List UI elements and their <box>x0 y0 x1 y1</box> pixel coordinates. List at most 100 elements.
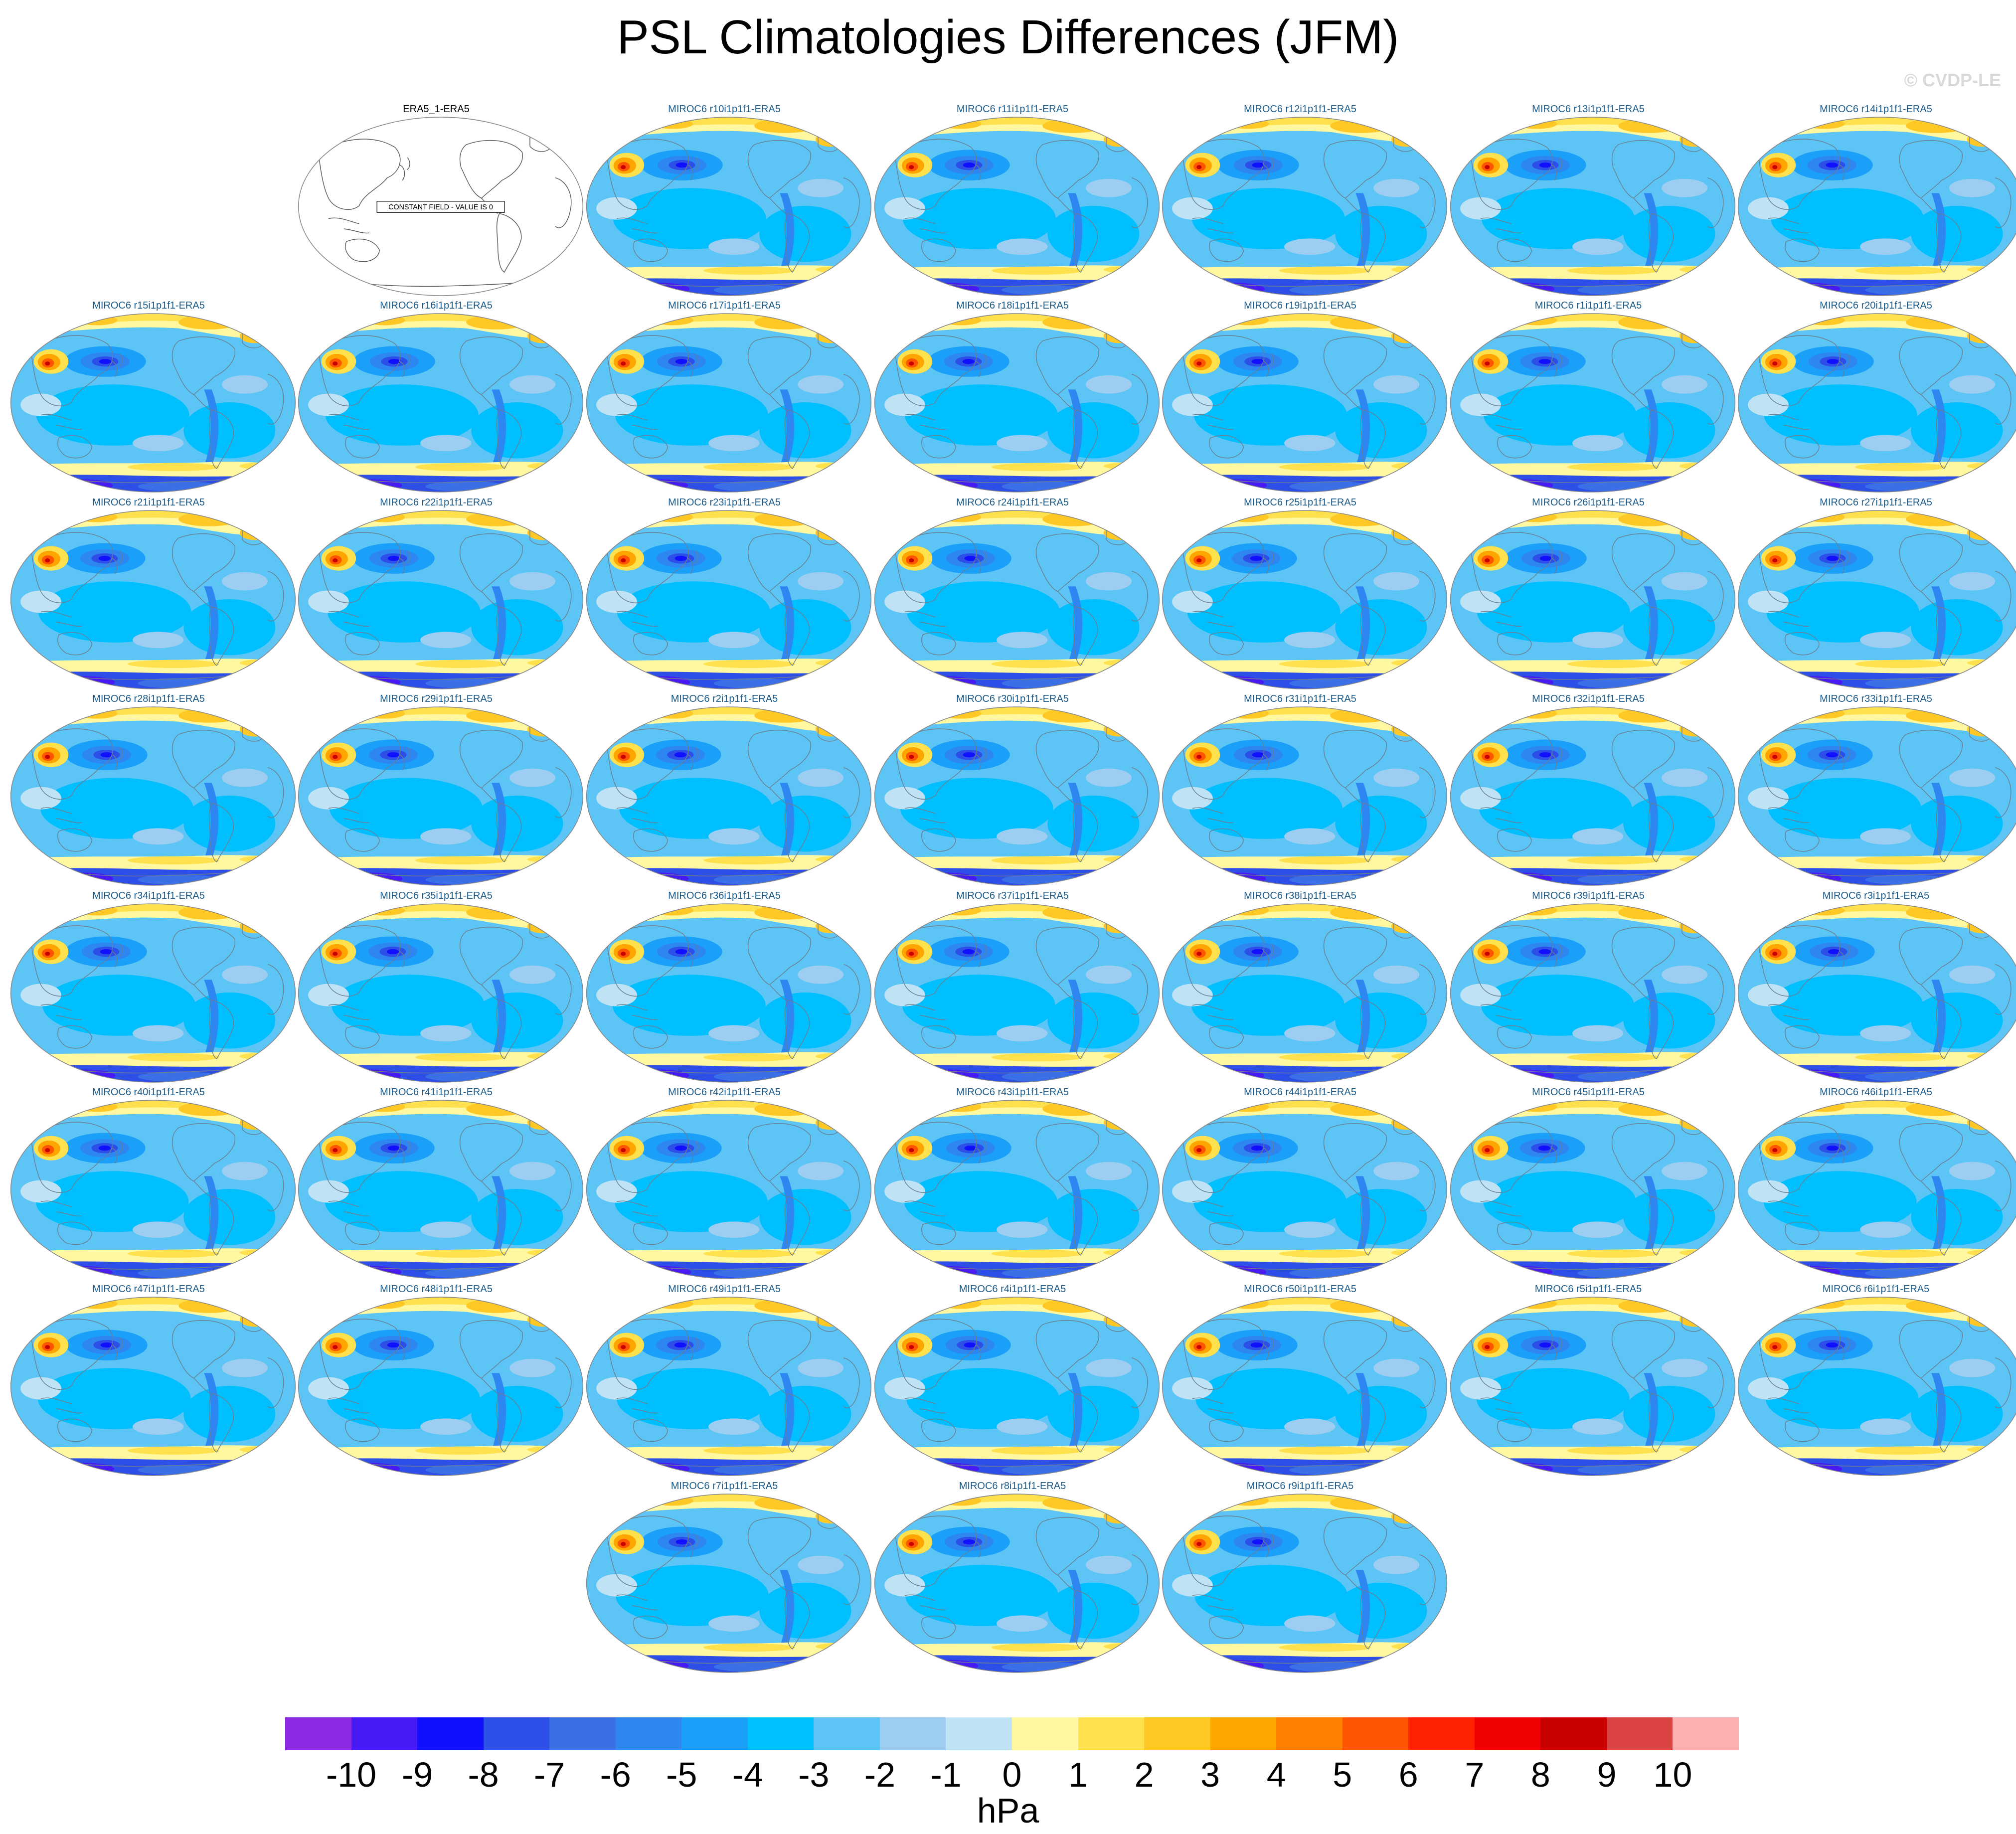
field-region <box>915 676 977 688</box>
field-region <box>1191 975 1344 1036</box>
field-region <box>325 1171 478 1232</box>
map-panel-title: MIROC6 r34i1p1f1-ERA5 <box>92 890 205 901</box>
map-border <box>874 117 1160 296</box>
map-panel-title: MIROC6 r4i1p1f1-ERA5 <box>959 1284 1066 1295</box>
field-region <box>492 980 506 1056</box>
field-region <box>1618 119 1680 133</box>
field-region <box>222 768 268 787</box>
coastline-segment <box>1551 353 1562 377</box>
coastline-segment <box>1419 964 1436 1015</box>
field-region <box>674 752 687 758</box>
coastline-segment <box>784 1000 810 1059</box>
map-svg <box>1450 117 1736 296</box>
field-region <box>905 384 1058 446</box>
psl-difference-field <box>1450 707 1735 885</box>
coastline-segment <box>843 177 860 228</box>
coastline-segment <box>171 336 235 395</box>
field-region <box>652 512 693 522</box>
field-region <box>1219 1467 1250 1475</box>
field-region <box>1047 992 1140 1049</box>
field-region <box>100 1342 113 1348</box>
field-region <box>1485 361 1490 366</box>
coastline-segment <box>1181 728 1265 800</box>
map-panel-title: MIROC6 r23i1p1f1-ERA5 <box>668 497 781 508</box>
field-region <box>612 975 766 1036</box>
field-region <box>1508 680 1538 688</box>
coastline-segment <box>747 927 811 986</box>
field-region <box>1086 375 1132 394</box>
field-region <box>37 1368 191 1429</box>
field-region <box>1373 572 1420 591</box>
field-region <box>308 590 349 613</box>
psl-difference-field <box>298 510 583 689</box>
coastline-segment <box>1181 925 1265 997</box>
field-region <box>1391 1643 1443 1650</box>
field-region <box>1826 556 1839 561</box>
field-region <box>1772 755 1778 759</box>
field-region <box>940 708 982 719</box>
field-region <box>1391 855 1443 863</box>
coastline-segment <box>1995 964 2012 1015</box>
colorbar-swatch <box>417 1717 484 1750</box>
coastline-segment <box>1035 1123 1099 1182</box>
map-svg <box>10 510 296 689</box>
coastline-segment <box>921 1025 957 1049</box>
field-region <box>1042 1496 1104 1510</box>
coastline-segment <box>1839 1140 1850 1164</box>
coastline-segment <box>1072 1393 1098 1453</box>
coastline-segment <box>1995 571 2012 622</box>
coastline-segment <box>112 747 123 771</box>
field-region <box>1516 512 1557 522</box>
coastline-segment <box>1323 927 1387 986</box>
map-panel-title: MIROC6 r30i1p1f1-ERA5 <box>956 693 1069 704</box>
field-region <box>1538 359 1551 364</box>
map-panel-title: MIROC6 r5i1p1f1-ERA5 <box>1534 1284 1642 1295</box>
field-region <box>909 361 914 366</box>
map-panel-title: MIROC6 r42i1p1f1-ERA5 <box>668 1087 781 1098</box>
field-region <box>1373 768 1420 787</box>
field-region <box>596 1574 637 1597</box>
field-region <box>884 197 925 220</box>
field-region <box>1047 1188 1140 1245</box>
coastline-segment <box>784 213 810 273</box>
field-region <box>1804 119 1845 129</box>
map-border <box>1450 903 1736 1083</box>
field-region <box>1572 238 1624 255</box>
map-svg <box>586 313 872 493</box>
coastline-segment <box>318 139 401 210</box>
field-region <box>133 1418 184 1435</box>
coastline-segment <box>1633 591 1650 607</box>
psl-difference-field <box>1162 117 1447 296</box>
map-border <box>874 903 1160 1083</box>
field-region <box>1772 1148 1778 1153</box>
coastline-segment <box>1057 1181 1074 1197</box>
field-region <box>45 952 50 956</box>
psl-difference-field <box>1162 707 1447 885</box>
field-region <box>884 787 925 810</box>
field-region <box>1539 163 1552 168</box>
map-panel: MIROC6 r18i1p1f1-ERA5 <box>868 299 1160 494</box>
field-region <box>1906 315 1967 330</box>
map-border <box>298 1100 584 1279</box>
coastline-segment <box>1192 217 1233 234</box>
psl-difference-field <box>1162 510 1447 689</box>
coastline-segment <box>328 611 369 627</box>
map-svg <box>1162 1100 1448 1279</box>
field-region <box>815 1249 867 1256</box>
coastline-segment <box>481 788 498 804</box>
coastline-outline <box>30 922 284 1074</box>
map-svg <box>298 510 584 689</box>
colorbar-swatch <box>285 1717 352 1750</box>
map-panel-title: MIROC6 r40i1p1f1-ERA5 <box>92 1087 205 1098</box>
field-region <box>1279 856 1371 865</box>
field-region <box>67 483 98 492</box>
field-region <box>909 755 914 759</box>
psl-difference-field <box>586 904 871 1082</box>
field-region <box>333 952 338 956</box>
psl-difference-field <box>874 314 1160 492</box>
field-region <box>333 755 338 759</box>
coastline-segment <box>1035 533 1099 592</box>
field-region <box>1967 855 2016 863</box>
coastline-segment <box>555 177 572 228</box>
coastline-segment <box>318 925 401 997</box>
